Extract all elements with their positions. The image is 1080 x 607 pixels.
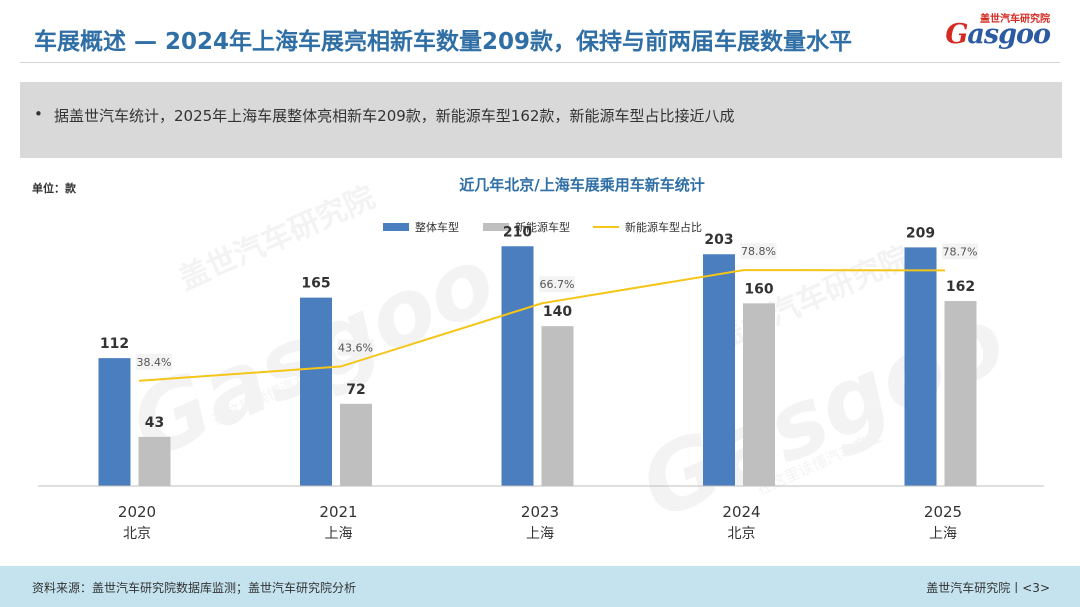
footer-right: 盖世汽车研究院丨<3> — [926, 579, 1050, 596]
x-sub-label-2: 上海 — [526, 526, 554, 542]
bar-value-label: 165 — [301, 276, 330, 292]
x-sub-label-3: 北京 — [728, 526, 756, 542]
page-title: 车展概述 — 2024年上海车展亮相新车数量209款，保持与前两届车展数量水平 — [34, 29, 853, 55]
gasgoo-logo: 盖世汽车研究院 Gasgoo — [930, 8, 1051, 50]
bar-total-2024 — [703, 254, 735, 486]
share-label-bg-4 — [942, 243, 978, 260]
bar-nev-2025 — [944, 301, 977, 486]
share-label-0: 38.4% — [137, 356, 172, 369]
bar-nev-2021 — [340, 403, 372, 486]
x-sub-label-1: 上海 — [325, 526, 353, 542]
summary-box: • 据盖世汽车统计，2025年上海车展整体亮相新车209款，新能源车型162款，… — [20, 82, 1062, 158]
bar-nev-2020 — [138, 436, 171, 486]
x-sub-label-4: 上海 — [929, 526, 957, 542]
bullet-dot: • — [34, 105, 43, 123]
x-tick-label-2021: 2021 — [319, 503, 357, 521]
summary-text: 据盖世汽车统计，2025年上海车展整体亮相新车209款，新能源车型162款，新能… — [54, 107, 735, 125]
x-tick-label-2024: 2024 — [722, 503, 760, 521]
bars-layer: 112 43 165 72 210 140 203 160 209 162 — [98, 224, 977, 486]
bar-total-2023 — [501, 246, 534, 486]
bar-value-label: 203 — [704, 232, 733, 248]
page-number: 丨<3> — [1010, 581, 1050, 595]
logo-text-en: Gasgoo — [945, 19, 1051, 50]
bar-total-2020 — [98, 358, 131, 486]
legend-label-0: 整体车型 — [415, 220, 459, 234]
title-divider — [20, 62, 1060, 63]
share-label-1: 43.6% — [338, 342, 373, 355]
bar-total-2025 — [904, 247, 937, 486]
x-tick-label-2025: 2025 — [924, 503, 962, 521]
share-line — [138, 269, 946, 382]
bar-value-label: 162 — [946, 279, 975, 295]
bar-nev-2024 — [743, 303, 775, 486]
footer-org: 盖世汽车研究院 — [926, 581, 1011, 595]
share-label-2: 66.7% — [540, 278, 575, 291]
bar-value-label: 209 — [906, 225, 935, 241]
logo-text-cn: 盖世汽车研究院 — [980, 14, 1050, 25]
bar-value-label: 140 — [543, 304, 572, 320]
legend-label-2: 新能源车型占比 — [625, 220, 702, 234]
line-layer: 38.4% 43.6% 66.7% 78.8% 78.7% — [136, 243, 978, 382]
x-sub-label-0: 北京 — [123, 526, 151, 542]
unit-label: 单位：款 — [32, 182, 76, 195]
logo-letters: asgoo — [967, 19, 1051, 50]
bar-value-label: 112 — [100, 336, 129, 352]
logo-letter-g: G — [945, 19, 968, 50]
bar-total-2021 — [300, 297, 332, 486]
chart-legend: 整体车型 新能源车型 新能源车型占比 — [383, 220, 702, 234]
share-label-bg-1 — [337, 339, 374, 356]
x-axis-labels: 2020 北京 2021 上海 2023 上海 2024 北京 2025 上海 — [118, 503, 962, 542]
bar-value-label: 43 — [145, 415, 164, 431]
x-tick-label-2023: 2023 — [521, 503, 559, 521]
bar-value-label: 160 — [744, 281, 773, 297]
legend-swatch-1 — [483, 223, 509, 231]
share-label-3: 78.8% — [741, 245, 776, 258]
bar-nev-2023 — [541, 326, 574, 486]
share-label-bg-0 — [136, 353, 172, 370]
legend-label-1: 新能源车型 — [515, 220, 570, 234]
share-label-bg-3 — [740, 243, 777, 260]
x-tick-label-2020: 2020 — [118, 503, 156, 521]
share-label-4: 78.7% — [943, 245, 978, 258]
bar-value-label: 210 — [503, 224, 532, 240]
legend-swatch-0 — [383, 223, 409, 231]
bar-line-chart: Gasgoo 盖世汽车研究院 在这里读懂汽车产业 Gasgoo 盖世汽车研究院 … — [38, 176, 1044, 542]
source-note: 资料来源：盖世汽车研究院数据库监测；盖世汽车研究院分析 — [32, 581, 357, 595]
chart-title: 近几年北京/上海车展乘用车新车统计 — [459, 176, 704, 194]
footer-bar: 资料来源：盖世汽车研究院数据库监测；盖世汽车研究院分析 盖世汽车研究院丨<3> — [0, 566, 1080, 607]
share-label-bg-2 — [539, 276, 575, 293]
bar-value-label: 72 — [346, 382, 365, 398]
